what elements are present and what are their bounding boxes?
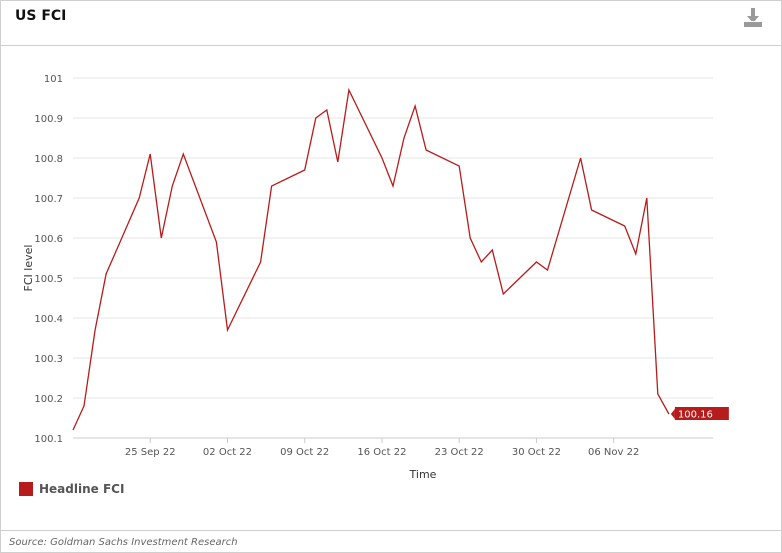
chart-title: US FCI bbox=[15, 8, 67, 24]
y-tick-label: 100.8 bbox=[34, 154, 63, 165]
legend-label-headline-fci: Headline FCI bbox=[39, 482, 125, 496]
legend-swatch-headline-fci bbox=[19, 482, 33, 496]
y-axis-title: FCI level bbox=[22, 245, 35, 292]
source-note: Source: Goldman Sachs Investment Researc… bbox=[9, 537, 238, 548]
footer-divider bbox=[1, 530, 781, 531]
y-tick-label: 100.3 bbox=[34, 354, 63, 365]
chart-area: 100.1 100.2 100.3 100.4 100.5 100.6 100.7 100.8… bbox=[1, 46, 781, 531]
download-icon[interactable] bbox=[741, 5, 765, 29]
y-tick-label: 100.6 bbox=[34, 234, 63, 245]
y-tick-label: 100.7 bbox=[34, 194, 63, 205]
x-tick-label: 16 Oct 22 bbox=[357, 447, 406, 458]
x-tick-label: 25 Sep 22 bbox=[125, 447, 176, 458]
chart-header: US FCI bbox=[1, 1, 781, 46]
x-tick-label: 23 Oct 22 bbox=[435, 447, 484, 458]
series-line-headline-fci bbox=[72, 87, 670, 431]
y-tick-label: 100.5 bbox=[34, 274, 63, 285]
x-tick-label: 06 Nov 22 bbox=[588, 447, 639, 458]
y-tick-label: 100.1 bbox=[34, 434, 63, 445]
x-tick-label: 02 Oct 22 bbox=[203, 447, 252, 458]
y-tick-label: 101 bbox=[44, 74, 63, 85]
y-tick-label: 100.4 bbox=[34, 314, 63, 325]
y-tick-label: 100.9 bbox=[34, 114, 63, 125]
x-tick-label: 09 Oct 22 bbox=[280, 447, 329, 458]
last-value-badge bbox=[674, 407, 729, 420]
x-tick-label: 30 Oct 22 bbox=[512, 447, 561, 458]
x-axis-title: Time bbox=[409, 468, 437, 481]
fci-line-chart: 100.1 100.2 100.3 100.4 100.5 100.6 100.7 100.8… bbox=[22, 74, 729, 481]
last-value-pointer bbox=[670, 409, 675, 419]
legend[interactable]: Headline FCI bbox=[19, 482, 124, 496]
download-icon-graphic bbox=[744, 8, 762, 27]
last-value-label: 100.16 bbox=[678, 410, 713, 421]
y-tick-label: 100.2 bbox=[34, 394, 63, 405]
